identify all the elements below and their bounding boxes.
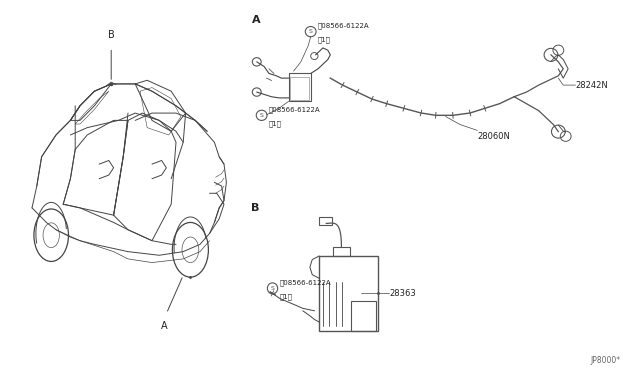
Text: 28242N: 28242N xyxy=(575,81,608,90)
Text: S: S xyxy=(260,113,264,118)
Text: （1）: （1） xyxy=(269,120,282,126)
Bar xyxy=(351,301,376,331)
Text: A: A xyxy=(252,15,260,25)
Text: （1）: （1） xyxy=(280,294,292,300)
Bar xyxy=(319,256,378,331)
Text: （1）: （1） xyxy=(318,36,331,43)
Text: Ⓝ08566-6122A: Ⓝ08566-6122A xyxy=(269,106,321,113)
Text: 28060N: 28060N xyxy=(477,132,510,141)
Text: JP8000*: JP8000* xyxy=(591,356,621,365)
Text: A: A xyxy=(161,321,167,331)
Text: S: S xyxy=(308,29,312,34)
Text: S: S xyxy=(271,286,275,291)
Text: B: B xyxy=(108,30,115,40)
Bar xyxy=(289,74,310,101)
Bar xyxy=(319,217,332,225)
Bar xyxy=(333,247,349,256)
Text: Ⓝ08566-6122A: Ⓝ08566-6122A xyxy=(280,279,331,286)
Text: Ⓝ08566-6122A: Ⓝ08566-6122A xyxy=(318,23,370,29)
Text: B: B xyxy=(252,203,260,214)
Text: 28363: 28363 xyxy=(389,289,416,298)
Bar xyxy=(290,77,310,100)
